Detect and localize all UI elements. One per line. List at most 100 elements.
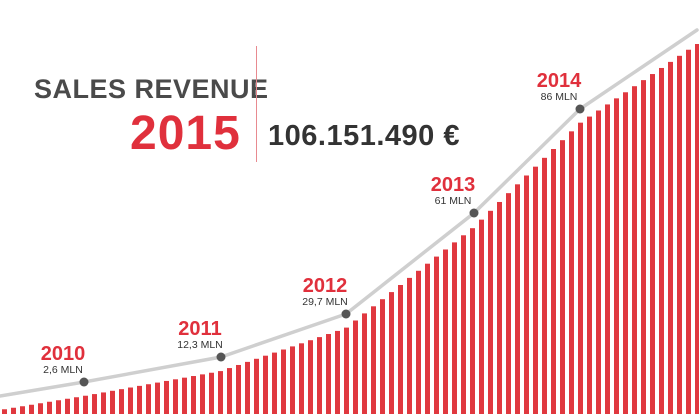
point-value-label-2011: 12,3 MLN <box>177 339 223 351</box>
revenue-bar-6 <box>56 400 61 414</box>
revenue-bar-14 <box>128 387 133 414</box>
point-2012 <box>341 309 351 319</box>
revenue-bar-54 <box>488 210 493 414</box>
revenue-bar-8 <box>74 397 79 414</box>
revenue-bar-70 <box>632 86 637 414</box>
revenue-bar-56 <box>506 193 511 414</box>
revenue-bar-50 <box>452 242 457 414</box>
revenue-bar-22 <box>200 374 205 414</box>
revenue-bar-37 <box>335 330 340 414</box>
point-2014 <box>575 104 585 114</box>
point-year-label-2010: 2010 <box>41 343 86 365</box>
revenue-bar-21 <box>191 376 196 414</box>
revenue-bar-35 <box>317 337 322 414</box>
revenue-bar-15 <box>137 385 142 414</box>
revenue-bar-17 <box>155 382 160 414</box>
point-2011 <box>216 352 226 362</box>
point-2010 <box>79 377 89 387</box>
revenue-bar-30 <box>272 352 277 414</box>
revenue-bar-12 <box>110 390 115 414</box>
revenue-bar-63 <box>569 131 574 414</box>
revenue-bar-44 <box>398 284 403 414</box>
revenue-bar-7 <box>65 398 70 414</box>
title-divider <box>256 46 257 162</box>
revenue-bar-41 <box>371 306 376 414</box>
revenue-bar-9 <box>83 395 88 414</box>
revenue-bar-47 <box>425 263 430 414</box>
revenue-bar-61 <box>551 149 556 414</box>
revenue-bar-36 <box>326 334 331 414</box>
revenue-bar-68 <box>614 98 619 414</box>
revenue-bar-32 <box>290 346 295 414</box>
point-value-label-2013: 61 MLN <box>435 195 472 207</box>
revenue-bar-55 <box>497 201 502 414</box>
revenue-bar-72 <box>650 74 655 414</box>
revenue-bar-11 <box>101 392 106 414</box>
total-revenue-value: 106.151.490 € <box>268 120 460 152</box>
revenue-bar-53 <box>479 219 484 414</box>
revenue-bar-16 <box>146 384 151 414</box>
revenue-bar-65 <box>587 116 592 414</box>
revenue-bar-42 <box>380 299 385 414</box>
revenue-bar-4 <box>38 403 43 414</box>
revenue-bar-62 <box>560 140 565 414</box>
point-value-label-2012: 29,7 MLN <box>302 296 348 308</box>
point-value-label-2010: 2,6 MLN <box>43 364 83 376</box>
revenue-bar-66 <box>596 110 601 414</box>
point-year-label-2011: 2011 <box>178 318 221 340</box>
point-2013 <box>469 208 479 218</box>
revenue-bar-40 <box>362 313 367 414</box>
revenue-bar-73 <box>659 67 664 414</box>
revenue-bar-45 <box>407 277 412 414</box>
revenue-bar-59 <box>533 166 538 414</box>
point-year-label-2013: 2013 <box>431 174 476 196</box>
revenue-bar-27 <box>245 361 250 414</box>
revenue-bar-39 <box>353 320 358 414</box>
revenue-bar-74 <box>668 61 673 414</box>
revenue-bar-10 <box>92 394 97 414</box>
revenue-bar-23 <box>209 372 214 414</box>
revenue-bar-51 <box>461 235 466 414</box>
revenue-bar-52 <box>470 228 475 414</box>
revenue-bar-24 <box>218 371 223 414</box>
revenue-bar-3 <box>29 404 34 414</box>
revenue-bar-58 <box>524 175 529 414</box>
point-value-label-2014: 86 MLN <box>541 91 578 103</box>
revenue-bar-5 <box>47 401 52 414</box>
revenue-bar-71 <box>641 80 646 414</box>
bars-group <box>2 44 699 414</box>
revenue-bar-34 <box>308 340 313 414</box>
revenue-bar-33 <box>299 343 304 414</box>
revenue-bar-20 <box>182 377 187 414</box>
revenue-bar-43 <box>389 292 394 414</box>
revenue-bar-67 <box>605 104 610 414</box>
revenue-bar-77 <box>695 44 699 414</box>
revenue-bar-31 <box>281 349 286 414</box>
revenue-bar-13 <box>119 389 124 414</box>
revenue-bar-48 <box>434 256 439 414</box>
revenue-bar-28 <box>254 358 259 414</box>
revenue-bar-49 <box>443 249 448 414</box>
revenue-bar-75 <box>677 55 682 414</box>
point-year-label-2012: 2012 <box>303 275 348 297</box>
revenue-bar-57 <box>515 184 520 414</box>
revenue-bar-25 <box>227 368 232 414</box>
revenue-bar-1 <box>11 407 16 414</box>
revenue-bar-38 <box>344 327 349 414</box>
revenue-bar-64 <box>578 122 583 414</box>
chart-title: SALES REVENUE <box>34 74 269 104</box>
revenue-bar-60 <box>542 157 547 414</box>
revenue-bar-2 <box>20 406 25 414</box>
point-year-label-2014: 2014 <box>537 70 582 92</box>
revenue-bar-19 <box>173 379 178 414</box>
revenue-bar-69 <box>623 92 628 414</box>
revenue-bar-46 <box>416 270 421 414</box>
revenue-bar-18 <box>164 380 169 414</box>
revenue-bar-0 <box>2 409 7 414</box>
revenue-bar-76 <box>686 49 691 414</box>
revenue-bar-29 <box>263 355 268 414</box>
title-year: 2015 <box>130 107 241 160</box>
revenue-bar-26 <box>236 364 241 414</box>
